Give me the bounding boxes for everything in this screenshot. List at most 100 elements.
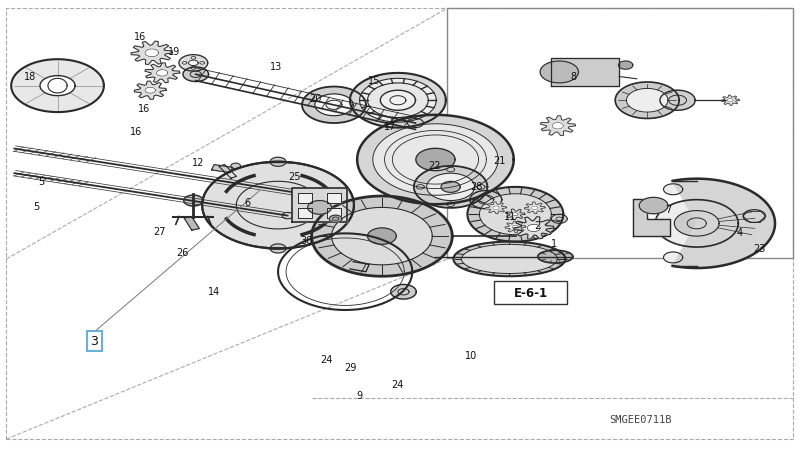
Polygon shape — [368, 228, 396, 245]
Polygon shape — [454, 242, 566, 277]
Polygon shape — [298, 194, 312, 204]
Polygon shape — [512, 226, 519, 229]
Polygon shape — [479, 194, 551, 235]
Polygon shape — [189, 61, 198, 66]
Polygon shape — [478, 196, 494, 205]
Text: 20: 20 — [309, 94, 322, 104]
Text: 16: 16 — [137, 103, 150, 113]
Polygon shape — [663, 184, 682, 195]
Polygon shape — [527, 225, 540, 232]
Polygon shape — [219, 165, 237, 179]
Polygon shape — [674, 211, 719, 237]
Polygon shape — [184, 196, 203, 207]
Polygon shape — [470, 191, 502, 209]
Polygon shape — [350, 74, 446, 128]
Text: 15: 15 — [368, 76, 380, 86]
Polygon shape — [639, 198, 668, 214]
Text: 27: 27 — [153, 226, 166, 236]
Polygon shape — [11, 60, 104, 113]
Text: 6: 6 — [244, 197, 251, 207]
Polygon shape — [663, 253, 682, 263]
Polygon shape — [185, 217, 199, 231]
Polygon shape — [282, 213, 293, 219]
Polygon shape — [40, 76, 75, 96]
Text: 8: 8 — [570, 71, 577, 81]
Text: 9: 9 — [356, 390, 363, 400]
Polygon shape — [327, 208, 341, 218]
Text: 24: 24 — [392, 379, 404, 389]
Polygon shape — [183, 68, 209, 82]
Polygon shape — [743, 210, 765, 223]
Polygon shape — [298, 208, 312, 218]
Text: 1: 1 — [551, 238, 557, 248]
Polygon shape — [202, 162, 354, 249]
Polygon shape — [368, 84, 428, 118]
Polygon shape — [727, 99, 733, 103]
Text: 3: 3 — [90, 335, 98, 348]
Polygon shape — [441, 182, 460, 193]
Polygon shape — [633, 199, 670, 237]
Polygon shape — [551, 59, 619, 86]
Polygon shape — [270, 244, 286, 253]
Polygon shape — [514, 217, 554, 240]
Text: 30: 30 — [300, 235, 313, 245]
Polygon shape — [524, 202, 545, 214]
Text: 2: 2 — [534, 220, 540, 230]
Text: 29: 29 — [344, 363, 356, 373]
Polygon shape — [329, 216, 342, 223]
Text: 11: 11 — [503, 211, 516, 221]
Polygon shape — [134, 82, 166, 100]
Polygon shape — [315, 95, 353, 116]
Text: 7: 7 — [665, 204, 671, 214]
Polygon shape — [312, 197, 452, 277]
Polygon shape — [618, 62, 633, 70]
Text: 24: 24 — [320, 354, 332, 364]
Polygon shape — [407, 119, 423, 128]
Polygon shape — [231, 164, 240, 169]
Polygon shape — [145, 64, 180, 84]
Polygon shape — [660, 91, 695, 111]
Polygon shape — [427, 174, 475, 201]
Polygon shape — [305, 192, 318, 199]
Text: SMGEE0711B: SMGEE0711B — [609, 414, 671, 424]
Text: 19: 19 — [168, 47, 181, 57]
Text: 26: 26 — [176, 248, 189, 258]
Polygon shape — [416, 149, 455, 171]
Polygon shape — [540, 116, 575, 136]
Text: 16: 16 — [133, 32, 146, 42]
Polygon shape — [327, 194, 341, 204]
Polygon shape — [462, 245, 558, 274]
Text: 28: 28 — [470, 182, 483, 192]
Bar — [494, 281, 567, 304]
Text: 22: 22 — [428, 161, 441, 171]
Polygon shape — [332, 208, 432, 265]
Polygon shape — [145, 50, 159, 57]
Text: 23: 23 — [753, 243, 765, 253]
Polygon shape — [145, 88, 156, 94]
Polygon shape — [391, 285, 416, 299]
Polygon shape — [467, 187, 563, 242]
Text: 14: 14 — [208, 286, 221, 296]
Polygon shape — [721, 96, 739, 106]
Polygon shape — [493, 207, 499, 210]
Text: 5: 5 — [34, 202, 40, 212]
Polygon shape — [131, 42, 173, 66]
Text: 17: 17 — [384, 121, 396, 131]
Text: 21: 21 — [493, 155, 506, 165]
Text: 4: 4 — [737, 227, 743, 237]
Polygon shape — [308, 201, 332, 215]
Polygon shape — [531, 207, 538, 210]
Polygon shape — [538, 251, 573, 263]
Polygon shape — [486, 202, 507, 214]
Polygon shape — [212, 165, 233, 173]
Polygon shape — [552, 123, 563, 130]
Polygon shape — [626, 89, 668, 113]
Polygon shape — [506, 209, 525, 220]
Polygon shape — [505, 222, 526, 233]
Polygon shape — [540, 62, 578, 84]
Text: 16: 16 — [129, 127, 142, 137]
Polygon shape — [302, 87, 366, 124]
Polygon shape — [414, 167, 487, 208]
Text: 25: 25 — [288, 172, 300, 182]
Text: 18: 18 — [24, 71, 37, 81]
